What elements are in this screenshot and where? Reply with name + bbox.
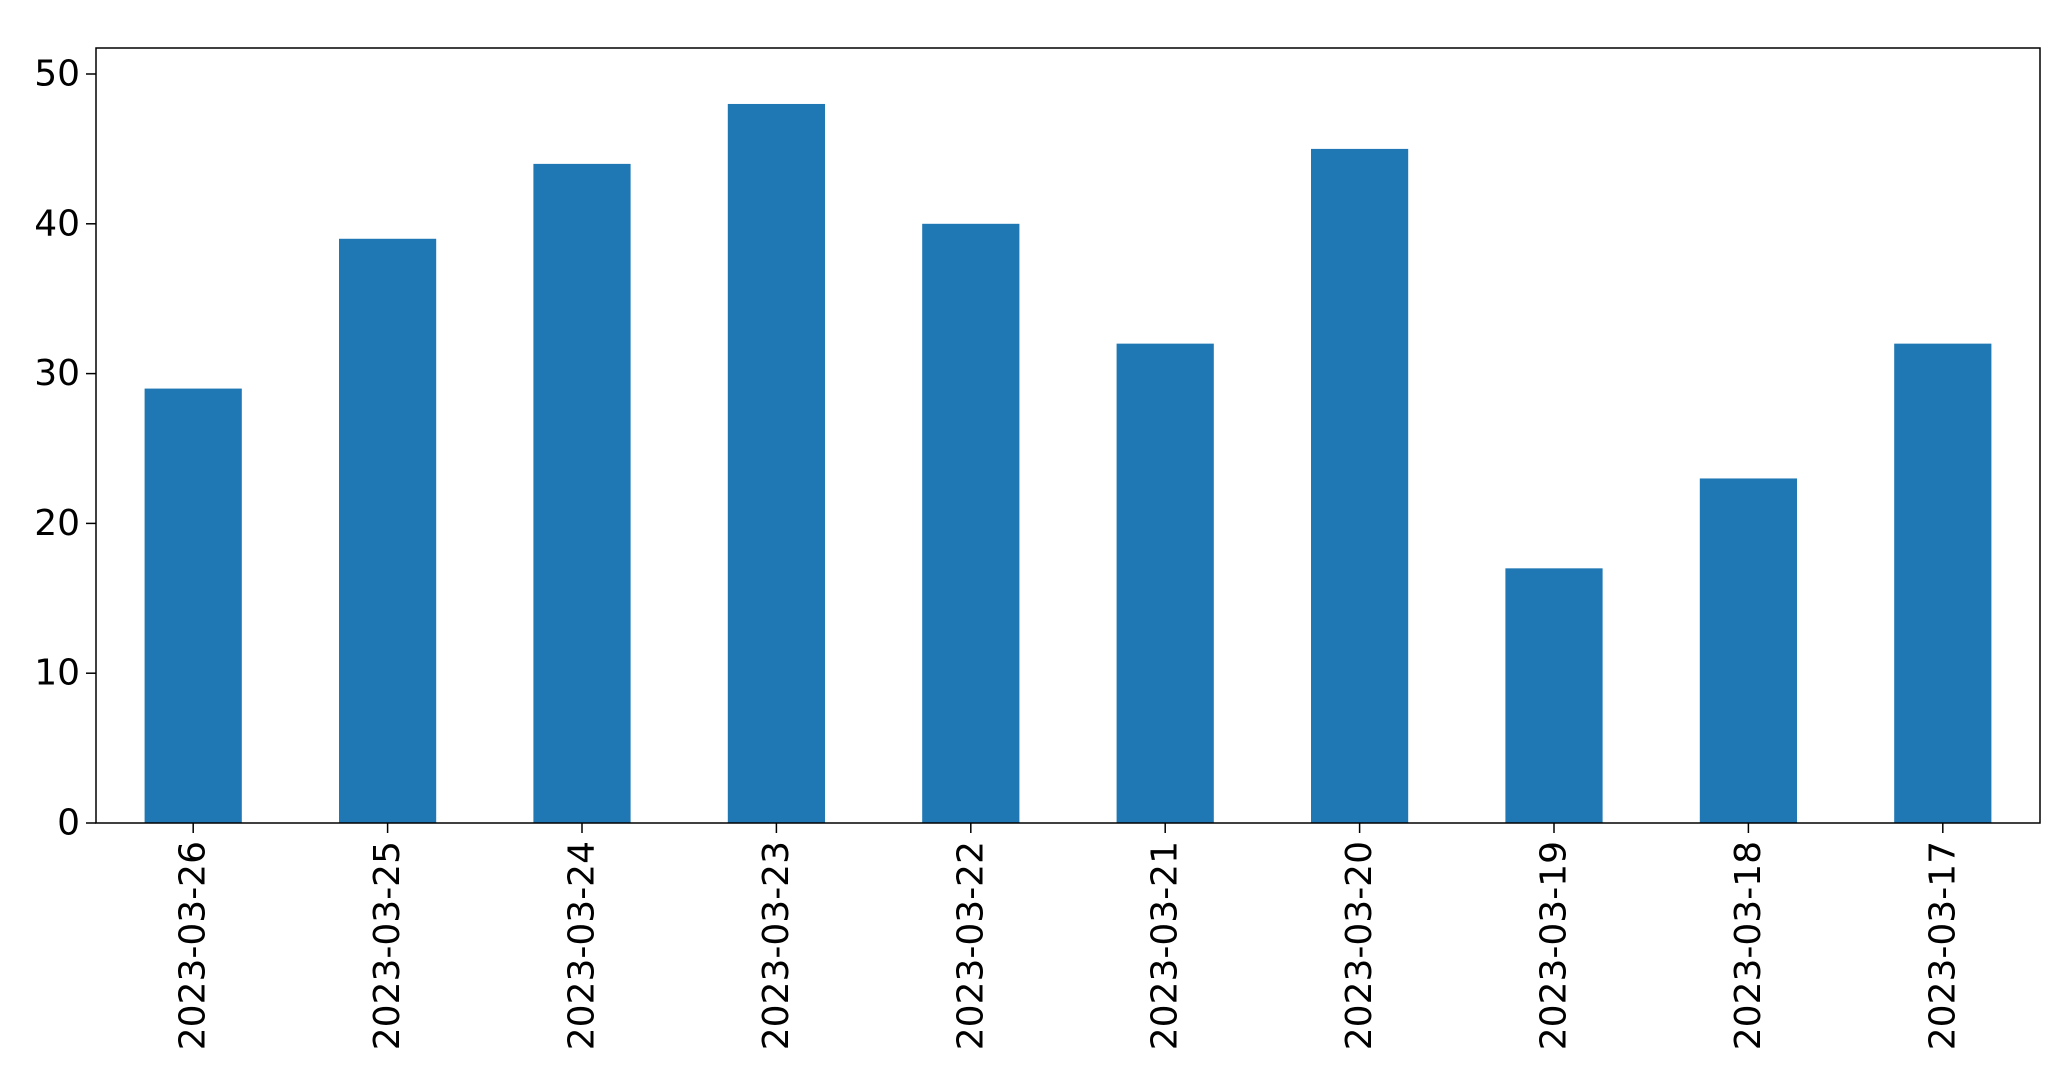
y-tick-label: 0 [57,803,80,844]
bar-2023-03-21 [1116,343,1214,823]
x-tick-label: 2023-03-19 [1534,841,1575,1050]
y-axis: 0 10 20 30 40 50 [34,54,96,844]
bar-2023-03-17 [1894,343,1992,823]
bars-group [144,103,1992,824]
x-tick-label: 2023-03-24 [562,841,603,1050]
x-tick-label: 2023-03-23 [756,841,797,1050]
x-axis: 2023-03-26 2023-03-25 2023-03-24 2023-03-23… [173,823,1963,1050]
x-tick-label: 2023-03-21 [1145,841,1186,1050]
y-tick-label: 30 [34,353,80,394]
y-tick-label: 10 [34,653,80,694]
bar-2023-03-18 [1699,478,1797,823]
bar-2023-03-23 [727,103,825,823]
x-tick-label: 2023-03-22 [950,841,991,1050]
x-tick-label: 2023-03-26 [173,841,214,1050]
y-tick-label: 40 [34,203,80,244]
x-tick-label: 2023-03-20 [1339,841,1380,1050]
bar-2023-03-20 [1311,148,1409,823]
plot-frame [95,47,2041,824]
bar-2023-03-26 [144,388,242,823]
x-tick-label: 2023-03-18 [1728,841,1769,1050]
x-tick-label: 2023-03-25 [367,841,408,1050]
x-tick-label: 2023-03-17 [1922,841,1963,1050]
y-tick-label: 20 [34,503,80,544]
bar-2023-03-19 [1505,568,1603,823]
bar-2023-03-25 [339,238,437,823]
bar-2023-03-22 [922,223,1020,824]
bar-2023-03-24 [533,163,631,823]
y-tick-label: 50 [34,54,80,95]
